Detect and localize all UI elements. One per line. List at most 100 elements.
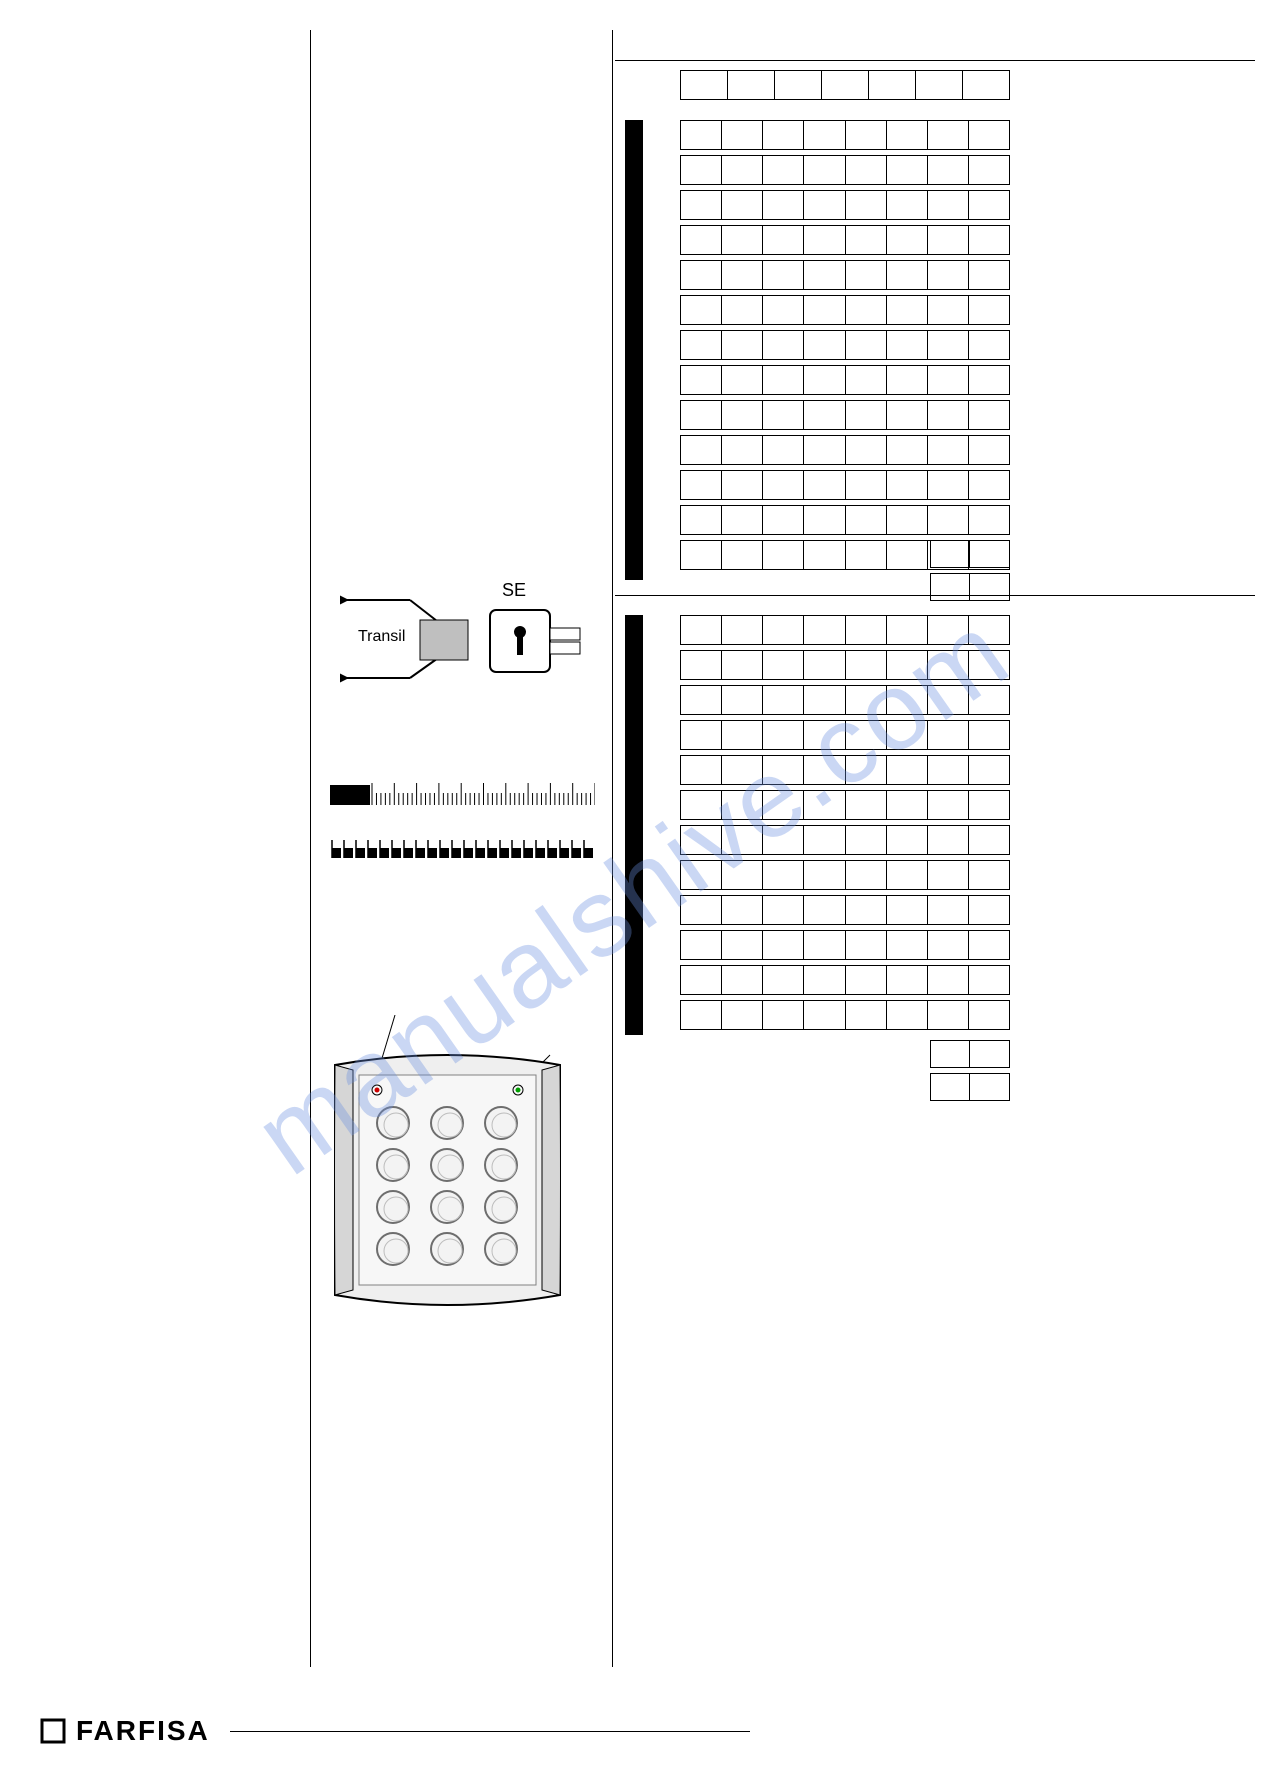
grid-cell bbox=[680, 825, 722, 855]
grid-cell bbox=[969, 330, 1010, 360]
grid-cell bbox=[680, 190, 722, 220]
grid-cell bbox=[680, 615, 722, 645]
grid-cell bbox=[722, 650, 763, 680]
grid-row bbox=[680, 615, 1010, 645]
grid-cell bbox=[722, 365, 763, 395]
grid-cell bbox=[928, 365, 969, 395]
grid-cell bbox=[763, 155, 804, 185]
grid-cell bbox=[928, 330, 969, 360]
grid-cell bbox=[846, 1000, 887, 1030]
grid-cell bbox=[969, 1000, 1010, 1030]
grid-cell bbox=[680, 505, 722, 535]
grid-cell bbox=[722, 330, 763, 360]
grid-cell bbox=[887, 295, 928, 325]
grid-cell bbox=[887, 860, 928, 890]
grid-cell bbox=[804, 650, 845, 680]
footer: FARFISA bbox=[40, 1715, 750, 1747]
grid-row bbox=[680, 860, 1010, 890]
grid-cell bbox=[804, 930, 845, 960]
grid-cell bbox=[846, 860, 887, 890]
grid-cell bbox=[763, 790, 804, 820]
grid-cell bbox=[722, 965, 763, 995]
grid-cell bbox=[680, 155, 722, 185]
grid-cell bbox=[804, 225, 845, 255]
grid-cell bbox=[680, 895, 722, 925]
grid-cell bbox=[969, 225, 1010, 255]
grid-cell bbox=[846, 295, 887, 325]
grid-cell bbox=[928, 965, 969, 995]
grid-cell bbox=[680, 435, 722, 465]
grid-cell bbox=[846, 260, 887, 290]
column-divider-1 bbox=[310, 30, 311, 1667]
grid-row bbox=[680, 895, 1010, 925]
grid-cell bbox=[804, 790, 845, 820]
grid-cell bbox=[928, 470, 969, 500]
grid-cell bbox=[887, 895, 928, 925]
grid-row bbox=[680, 825, 1010, 855]
grid-cell bbox=[969, 400, 1010, 430]
grid-cell bbox=[680, 225, 722, 255]
grid-stripe-top bbox=[625, 120, 643, 580]
grid-cell bbox=[887, 685, 928, 715]
grid-cell bbox=[763, 330, 804, 360]
grid-cell bbox=[722, 400, 763, 430]
grid-cell bbox=[763, 120, 804, 150]
grid-cell bbox=[930, 573, 970, 601]
grid-cell bbox=[970, 573, 1010, 601]
grid-cell bbox=[846, 365, 887, 395]
grid-row bbox=[680, 685, 1010, 715]
grid-cell bbox=[969, 860, 1010, 890]
grid-cell bbox=[763, 260, 804, 290]
grid-cell bbox=[680, 330, 722, 360]
grid-cell bbox=[928, 435, 969, 465]
grid-cell bbox=[969, 650, 1010, 680]
grid-cell bbox=[928, 790, 969, 820]
grid-cell bbox=[887, 930, 928, 960]
grid-row bbox=[680, 1000, 1010, 1030]
grid-cell bbox=[722, 685, 763, 715]
grid-cell bbox=[763, 965, 804, 995]
grid-cell bbox=[804, 825, 845, 855]
grid-cell bbox=[887, 330, 928, 360]
grid-cell bbox=[722, 435, 763, 465]
grid-cell bbox=[928, 225, 969, 255]
grid-cell bbox=[763, 1000, 804, 1030]
grid-cell bbox=[722, 120, 763, 150]
grid-cell bbox=[763, 685, 804, 715]
grid-row bbox=[680, 435, 1010, 465]
grid-cell bbox=[680, 400, 722, 430]
grid-row bbox=[680, 120, 1010, 150]
grid-cell bbox=[763, 365, 804, 395]
grid-cell bbox=[969, 190, 1010, 220]
grid-cell bbox=[928, 1000, 969, 1030]
grid-cell bbox=[680, 365, 722, 395]
grid-cell bbox=[804, 470, 845, 500]
grid-cell bbox=[680, 790, 722, 820]
grid-cell bbox=[804, 295, 845, 325]
grid-cell bbox=[846, 225, 887, 255]
grid-cell bbox=[804, 400, 845, 430]
grid-cell bbox=[969, 825, 1010, 855]
grid-cell bbox=[680, 470, 722, 500]
grid-cell bbox=[804, 965, 845, 995]
grid-cell bbox=[804, 365, 845, 395]
grid-cell bbox=[722, 155, 763, 185]
grid-cell bbox=[969, 155, 1010, 185]
grid-cell bbox=[846, 825, 887, 855]
grid-cell bbox=[970, 1073, 1010, 1101]
grid-cell bbox=[930, 540, 970, 568]
grid-cell bbox=[763, 435, 804, 465]
grid-cell bbox=[722, 295, 763, 325]
dashed-strip bbox=[330, 830, 595, 870]
grid-cell bbox=[846, 120, 887, 150]
grid-cell bbox=[846, 790, 887, 820]
grid-cell bbox=[722, 615, 763, 645]
grid-cell bbox=[846, 650, 887, 680]
grid-cell bbox=[846, 400, 887, 430]
grid-cell bbox=[969, 720, 1010, 750]
grid-cell bbox=[970, 540, 1010, 568]
grid-cell bbox=[680, 120, 722, 150]
grid-cell bbox=[846, 895, 887, 925]
grid-cell bbox=[804, 190, 845, 220]
grid-cell bbox=[969, 930, 1010, 960]
